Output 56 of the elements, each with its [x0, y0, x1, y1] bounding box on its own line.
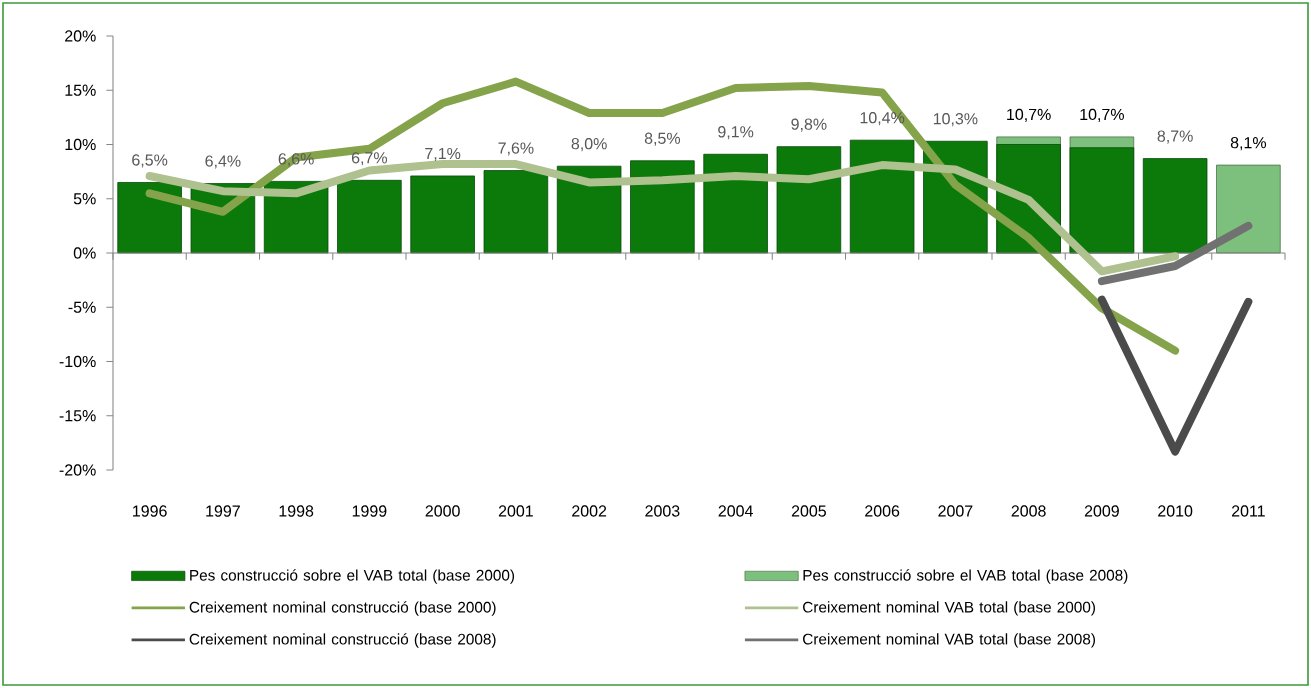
data-label: 9,1%: [718, 126, 754, 140]
y-tick-label: 20%: [65, 30, 96, 42]
data-label: 8,0%: [571, 138, 607, 152]
y-tick-label: -20%: [59, 464, 96, 476]
x-tick-label: 2002: [572, 505, 607, 517]
legend-label: Pes construcció sobre el VAB total (base 2000): [190, 569, 515, 584]
x-tick-label: 2009: [1084, 505, 1119, 517]
legend-label: Creixement nominal VAB total (base 2008): [803, 633, 1095, 648]
y-tick-label: -15%: [59, 410, 96, 422]
x-tick-label: 2000: [425, 505, 460, 517]
bar: [117, 182, 182, 254]
x-tick-label: 2011: [1231, 505, 1265, 517]
bar: [337, 179, 402, 254]
legend-label: Creixement nominal construcció (base 2008): [189, 633, 496, 648]
bar: [630, 160, 695, 254]
x-tick-label: 1998: [279, 505, 314, 517]
legend-label: Pes construcció sobre el VAB total (base 2008): [803, 569, 1128, 584]
bar: [849, 139, 915, 254]
y-tick-label: -10%: [59, 355, 96, 368]
data-label: 9,8%: [791, 118, 827, 132]
x-tick-label: 2003: [645, 505, 680, 517]
data-label: 8,7%: [1157, 130, 1193, 144]
bar: [776, 146, 842, 254]
x-tick-label: 2007: [938, 505, 973, 517]
x-tick-label: 1997: [206, 505, 240, 517]
bar: [410, 175, 475, 254]
x-tick-label: 2005: [791, 505, 826, 517]
data-label: 10,7%: [1080, 108, 1124, 122]
bar: [1142, 158, 1208, 254]
data-label: 8,5%: [644, 132, 681, 146]
bar: [483, 170, 549, 254]
y-tick-label: 5%: [73, 193, 96, 205]
x-tick-label: 2004: [718, 505, 753, 517]
data-label: 7,1%: [425, 147, 461, 162]
data-label: 6,5%: [132, 154, 168, 168]
bar: [703, 153, 768, 254]
legend-label: Creixement nominal VAB total (base 2000): [803, 601, 1095, 616]
y-tick-label: 15%: [65, 84, 96, 96]
y-tick-label: 10%: [65, 138, 96, 151]
x-tick-label: 2010: [1158, 505, 1193, 517]
x-tick-label: 2006: [865, 505, 900, 517]
x-tick-label: 2001: [498, 505, 533, 517]
x-tick-label: 1996: [133, 505, 167, 517]
x-tick-label: 2008: [1011, 505, 1046, 517]
data-label: 10,7%: [1007, 108, 1051, 122]
y-tick-label: -5%: [68, 301, 96, 313]
y-tick-label: 0%: [73, 247, 96, 259]
data-label: 8,1%: [1230, 136, 1267, 151]
data-label: 6,7%: [351, 152, 388, 166]
data-label: 7,6%: [498, 142, 534, 156]
bar: [556, 165, 622, 254]
data-label: 6,4%: [205, 155, 241, 169]
bar: [1216, 164, 1281, 254]
data-label: 10,3%: [933, 113, 978, 127]
legend-label: Creixement nominal construcció (base 2000): [189, 601, 496, 616]
x-tick-label: 1999: [352, 505, 387, 517]
